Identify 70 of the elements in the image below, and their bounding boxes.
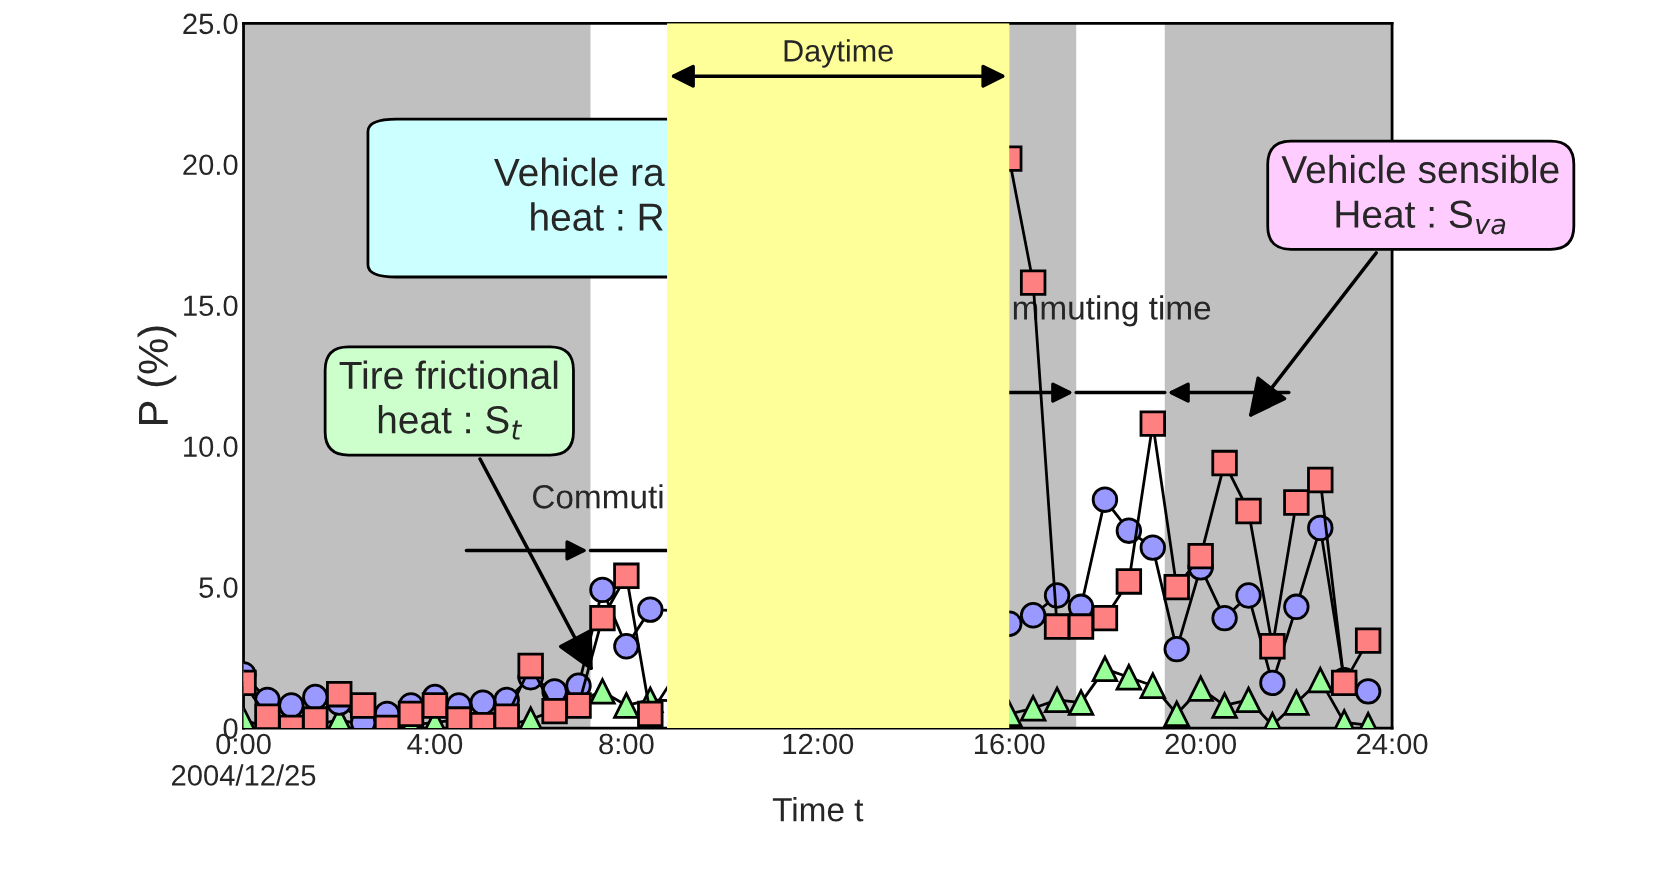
point [1019,269,1047,296]
point [1354,627,1382,654]
point [397,700,425,728]
x-tick-label: 16:00 [974,733,1045,755]
point [541,697,568,725]
point [1163,700,1190,728]
point [517,652,544,680]
x-tick-label: 8:00 [599,733,654,755]
band-label: Daytime [784,39,893,68]
point [1019,695,1047,722]
y-tick-label: 10.0 [184,436,238,457]
point [1283,489,1310,516]
point [1043,613,1071,640]
point [1235,686,1262,714]
point [1139,534,1166,561]
annotation: Vehicle sensible Heat : S$_{va}$ [1281,154,1559,235]
point [1354,678,1382,705]
annotation: Tire frictional heat : S$_{t}$ [339,360,558,440]
x-tick-label: 4:00 [407,733,463,755]
point [1138,670,1167,699]
point [613,633,640,660]
point [1283,689,1310,716]
y-tick-label: 15.0 [184,295,238,317]
point [589,604,616,632]
point [1163,635,1190,663]
point [1187,675,1214,702]
x-tick-label: 12:00 [783,733,854,755]
point [421,692,449,719]
point [493,703,520,729]
point [1283,593,1310,621]
annotation: Vehicle ra heat : R [494,157,665,231]
y-tick-label: 20.0 [183,154,238,176]
point [1211,692,1238,719]
point [613,692,640,719]
point [1307,466,1334,494]
point [613,562,640,589]
point [1259,633,1286,660]
point [1091,655,1119,683]
point [254,703,281,729]
y-tick-label: 5.0 [199,577,238,598]
point [1067,689,1095,716]
y-tick-label: 25.0 [183,13,238,35]
point [1163,573,1190,601]
point [1043,686,1071,714]
point [1067,613,1095,640]
x-axis-title: Time t [772,797,864,822]
y-axis-title: P (%) [137,326,177,424]
point [1235,582,1262,609]
point [1091,604,1119,632]
point [1187,542,1214,570]
point [589,576,616,604]
point [637,700,664,728]
point [1115,568,1143,595]
point [1139,410,1166,437]
point [1019,602,1047,629]
point [1115,664,1143,691]
point [589,678,616,705]
point [565,692,592,719]
x-tick-label: 20:00 [1165,733,1237,755]
point [1211,449,1238,477]
x-tick-label: 24:00 [1357,733,1428,755]
point [1259,669,1286,697]
point [637,596,664,623]
point [326,681,353,708]
point [1211,604,1238,632]
annotation: Commuti [533,484,663,509]
point [1091,486,1119,513]
point [349,692,377,719]
point [1307,666,1334,694]
point [1235,497,1262,525]
